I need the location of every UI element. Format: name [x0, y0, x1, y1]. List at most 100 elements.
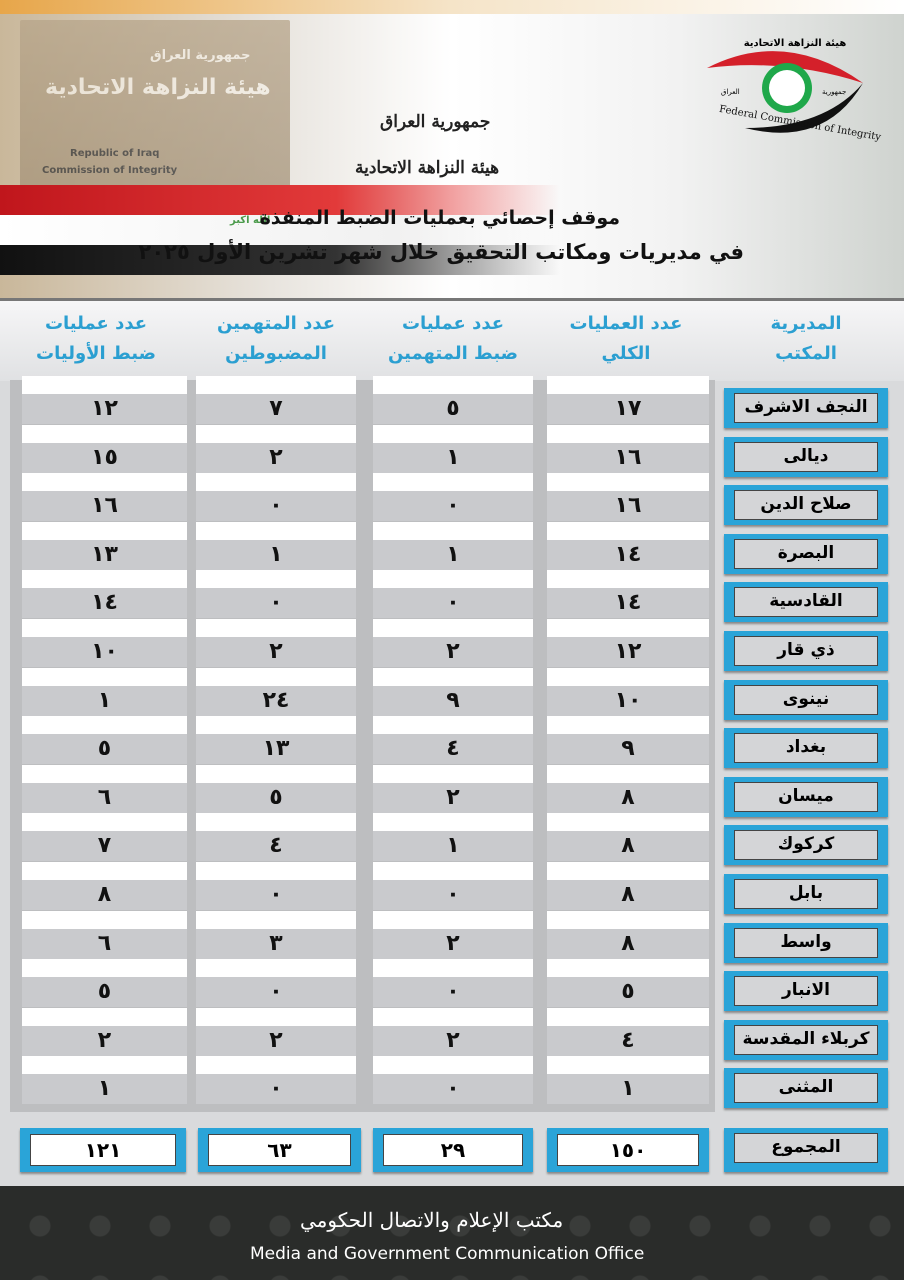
table-cell: ٨: [621, 784, 635, 810]
total-value-box: ٢٩: [373, 1128, 533, 1172]
row-gap: [22, 716, 187, 735]
table-cell: ١٠: [614, 687, 642, 713]
row-band: [22, 928, 187, 959]
table-cell: ٨: [621, 930, 635, 956]
row-gap: [547, 424, 709, 443]
row-band: [22, 539, 187, 570]
table-cell: ٥: [269, 784, 283, 810]
directorate-label: ديالى: [724, 436, 888, 477]
page-title: موقف إحصائي بعمليات الضبط المنفذة: [259, 207, 620, 229]
row-band: [373, 880, 533, 910]
row-band: [373, 1074, 533, 1105]
row-band: [373, 928, 533, 959]
row-band: [373, 442, 533, 473]
table-cell: ٠: [269, 1076, 283, 1102]
row-gap: [547, 473, 709, 492]
directorate-label: صلاح الدين: [724, 485, 888, 526]
table-cell: ١٤: [91, 590, 118, 616]
row-band: [22, 782, 187, 813]
table-cell: ١٦: [91, 493, 118, 519]
row-band: [547, 734, 709, 765]
directorate-name: القادسية: [734, 587, 878, 618]
row-gap: [547, 619, 709, 637]
table-cell: ٥: [97, 736, 112, 762]
row-band: [373, 782, 533, 813]
table-cell: ٢٤: [262, 687, 290, 713]
row-gap: [373, 619, 533, 637]
directorate-label: البصرة: [724, 533, 888, 574]
directorate-name: النجف الاشرف: [734, 393, 878, 423]
table-cell: ٢: [269, 639, 283, 664]
row-band: [22, 1025, 187, 1056]
row-gap: [373, 716, 533, 735]
total-value: ١٥٠: [557, 1134, 699, 1166]
directorate-label: ذي قار: [724, 631, 888, 671]
row-gap: [373, 521, 533, 540]
row-band: [547, 442, 709, 473]
table-cell: ٤: [621, 1027, 635, 1053]
row-gap: [373, 764, 533, 783]
directorate-name: كركوك: [734, 830, 878, 861]
row-gap: [22, 1056, 187, 1075]
directorate-label: واسط: [724, 922, 888, 963]
header-banner: جمهورية العراق هيئة النزاهة الاتحادية Re…: [0, 0, 904, 298]
column-header-suspects-arrested: عدد المتهمين المضبوطين: [216, 313, 336, 364]
table-cell: ٦: [97, 930, 112, 956]
row-gap: [22, 959, 187, 978]
row-gap: [22, 376, 187, 394]
row-gap: [373, 862, 533, 880]
row-band: [196, 1074, 356, 1105]
row-gap: [22, 619, 187, 637]
row-band: [22, 442, 187, 473]
table-cell: ٠: [269, 590, 283, 616]
row-band: [373, 637, 533, 667]
row-gap: [547, 1056, 709, 1075]
row-gap: [373, 910, 533, 929]
row-band: [22, 685, 187, 716]
row-gap: [196, 521, 356, 540]
column-header-total-operations: عدد العمليات الكلي: [569, 313, 683, 364]
table-cell: ٢: [446, 784, 460, 810]
row-gap: [373, 376, 533, 394]
totals-label-text: المجموع: [734, 1133, 878, 1163]
total-value: ٦٣: [208, 1134, 351, 1166]
row-band: [22, 977, 187, 1008]
row-band: [196, 685, 356, 716]
table-cell: ٠: [446, 882, 460, 907]
row-band: [196, 831, 356, 862]
table-cell: ١٠: [91, 639, 118, 664]
row-gap: [196, 862, 356, 880]
table-cell: ٠: [446, 590, 460, 616]
directorate-name: واسط: [734, 927, 878, 958]
row-band: [547, 588, 709, 619]
row-band: [22, 588, 187, 619]
table-cell: ٣: [269, 930, 283, 956]
row-gap: [22, 570, 187, 589]
row-gap: [547, 376, 709, 394]
directorate-name: كربلاء المقدسة: [734, 1024, 878, 1055]
table-cell: ٧: [97, 833, 112, 859]
table-cell: ٠: [269, 493, 283, 519]
row-gap: [22, 813, 187, 832]
row-band: [22, 831, 187, 862]
row-band: [196, 539, 356, 570]
row-gap: [547, 570, 709, 589]
row-gap: [547, 959, 709, 978]
logo-text-ar: هيئة النزاهة الاتحادية: [743, 38, 847, 49]
row-gap: [196, 473, 356, 492]
row-band: [22, 880, 187, 910]
row-band: [196, 782, 356, 813]
row-gap: [373, 667, 533, 686]
row-band: [196, 442, 356, 473]
row-band: [22, 637, 187, 667]
table-cell: ١: [97, 1076, 112, 1102]
directorate-name: الانبار: [734, 976, 878, 1007]
row-gap: [196, 910, 356, 929]
table-cell: ٩: [621, 736, 635, 762]
table-cell: ١: [621, 1076, 635, 1102]
table-cell: ٠: [446, 493, 460, 519]
row-band: [373, 734, 533, 765]
row-gap: [22, 764, 187, 783]
totals-label: المجموع: [724, 1128, 888, 1172]
row-band: [547, 880, 709, 910]
